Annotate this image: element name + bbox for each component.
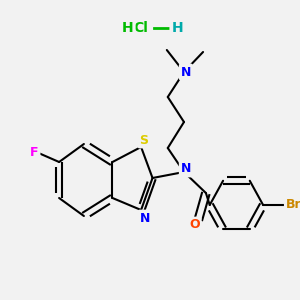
Text: H: H xyxy=(122,21,134,35)
Text: N: N xyxy=(181,65,191,79)
Text: Br: Br xyxy=(286,199,300,212)
Text: S: S xyxy=(140,134,148,146)
Text: O: O xyxy=(189,218,200,232)
Text: N: N xyxy=(181,163,191,176)
Text: Cl: Cl xyxy=(134,21,148,35)
Text: N: N xyxy=(140,212,150,224)
Text: H: H xyxy=(172,21,183,35)
Text: F: F xyxy=(30,146,39,158)
